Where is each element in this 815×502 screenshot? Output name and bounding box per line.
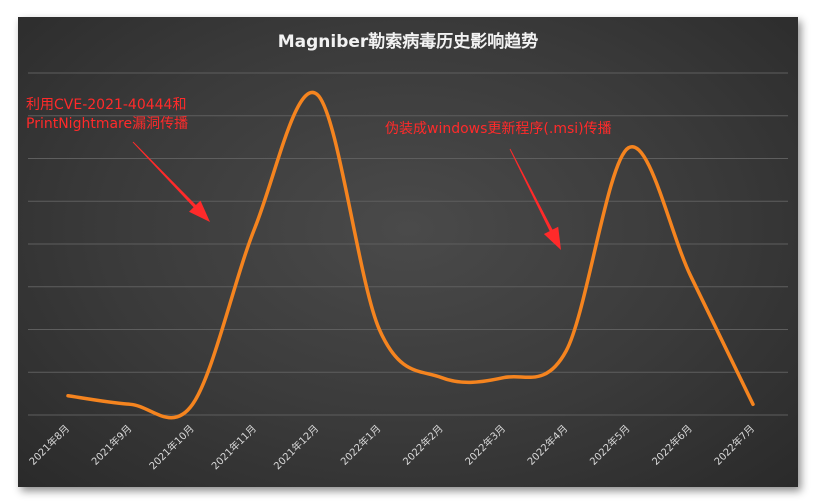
x-axis-ticks: 2021年8月 2021年9月 2021年10月 2021年11月 2021年12月 20…	[26, 422, 757, 472]
annotations: 利用CVE-2021-40444和 PrintNightmare漏洞传播 伪装成wi…	[26, 97, 612, 137]
x-tick-label: 2022年2月	[400, 422, 446, 468]
x-tick-label: 2021年11月	[209, 422, 259, 472]
x-tick-label: 2021年9月	[89, 422, 135, 468]
annotation-text: 利用CVE-2021-40444和	[26, 97, 186, 113]
x-tick-label: 2022年5月	[587, 422, 633, 468]
x-tick-label: 2021年10月	[146, 422, 196, 472]
x-tick-label: 2022年3月	[462, 422, 508, 468]
trend-chart: Magniber勒索病毒历史影响趋势 利用CVE-2021-40444和 Prin…	[26, 31, 788, 472]
x-tick-label: 2022年4月	[524, 422, 570, 468]
annotation-arrow	[509, 148, 561, 250]
chart-frame: Magniber勒索病毒历史影响趋势 利用CVE-2021-40444和 Prin…	[18, 17, 798, 487]
chart-title: Magniber勒索病毒历史影响趋势	[278, 31, 539, 52]
x-tick-label: 2021年12月	[271, 422, 321, 472]
x-tick-label: 2022年6月	[649, 422, 695, 468]
annotation-text: 伪装成windows更新程序(.msi)传播	[385, 121, 612, 137]
x-tick-label: 2022年1月	[338, 422, 384, 468]
gridlines	[28, 72, 788, 416]
x-tick-label: 2022年7月	[711, 422, 757, 468]
annotation-text: PrintNightmare漏洞传播	[26, 116, 188, 132]
annotation-arrow	[132, 141, 210, 222]
annotation-arrows	[132, 141, 561, 250]
x-tick-label: 2021年8月	[26, 422, 72, 468]
series-line-layer	[66, 90, 755, 420]
series-line	[66, 90, 755, 420]
